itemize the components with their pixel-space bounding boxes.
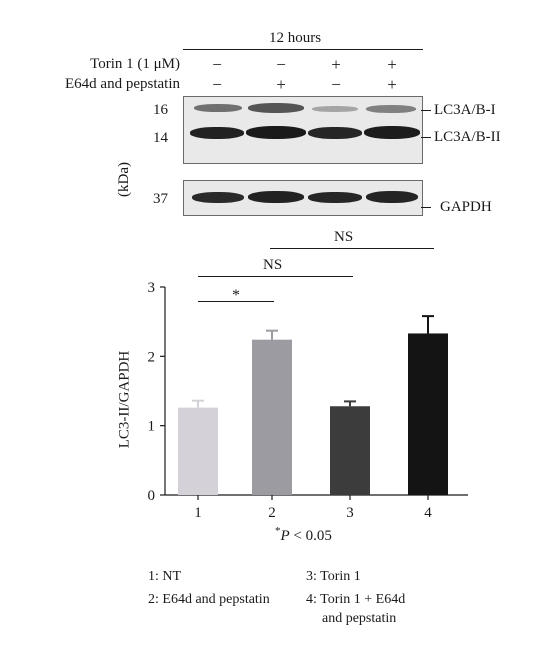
footnote-p: P: [280, 528, 290, 544]
legend-item-2: 2: E64d and pepstatin: [148, 592, 270, 607]
gapdh-band-lane2: [248, 191, 304, 203]
ns-label-1-vs-3: NS: [263, 257, 283, 273]
time-underline: [183, 49, 423, 50]
p-value-footnote: *P < 0.05: [275, 525, 332, 545]
lc3-ii-leader: [421, 137, 431, 138]
lc3-ii-band-lane2: [246, 126, 306, 139]
gapdh-leader: [421, 207, 431, 208]
ns-label-2-vs-4: NS: [334, 229, 354, 245]
torin-row-label: Torin 1 (1 μM): [90, 56, 180, 72]
y-axis-label: LC3-II/GAPDH: [116, 350, 133, 449]
lc3-ii-band-lane3: [308, 127, 362, 139]
torin-sign-lane3: +: [331, 55, 341, 74]
bar-4: [408, 333, 448, 495]
e64d-row-label: E64d and pepstatin: [65, 76, 180, 92]
e64d-sign-lane2: +: [276, 75, 286, 94]
y-tick-label-0: 0: [148, 488, 156, 504]
bracket-2-vs-4: [270, 248, 434, 249]
gapdh-blot-image: [183, 180, 423, 216]
legend-item-3: 3: Torin 1: [306, 569, 361, 584]
lc3-ii-band-lane1: [190, 127, 244, 139]
gapdh-band-lane4: [366, 191, 418, 203]
x-tick-label-3: 3: [346, 505, 354, 521]
bar-3: [330, 406, 370, 495]
legend-item-4-cont: and pepstatin: [322, 611, 397, 626]
star-label-1-vs-2: *: [232, 287, 240, 304]
e64d-sign-lane3: −: [331, 75, 341, 94]
lc3-i-label: LC3A/B-I: [434, 102, 496, 118]
x-tick-label-4: 4: [424, 505, 432, 521]
mw-marker-16: 16: [153, 102, 168, 118]
y-tick-label-1: 1: [148, 419, 156, 435]
y-tick-label-2: 2: [148, 349, 156, 365]
lc3-i-band-lane2: [248, 103, 304, 113]
bracket-1-vs-2: [198, 301, 274, 302]
torin-sign-lane1: −: [212, 55, 222, 74]
footnote-star: *: [275, 525, 281, 537]
x-tick-label-1: 1: [194, 505, 202, 521]
torin-sign-lane2: −: [276, 55, 286, 74]
torin-sign-lane4: +: [387, 55, 397, 74]
mw-marker-14: 14: [153, 130, 168, 146]
lc3-ii-label: LC3A/B-II: [434, 129, 501, 145]
time-label: 12 hours: [269, 30, 322, 46]
gapdh-band-lane1: [192, 192, 244, 203]
lc3-ii-band-lane4: [364, 126, 420, 139]
x-tick-label-2: 2: [268, 505, 276, 521]
lc3-i-band-lane4: [366, 105, 416, 113]
legend-item-1: 1: NT: [148, 569, 182, 584]
y-tick-label-3: 3: [148, 280, 156, 296]
footnote-rest: < 0.05: [289, 528, 332, 544]
lc3-blot-image: [183, 96, 423, 164]
e64d-sign-lane4: +: [387, 75, 397, 94]
e64d-sign-lane1: −: [212, 75, 222, 94]
lc3-i-leader: [421, 110, 431, 111]
gapdh-band-lane3: [308, 192, 362, 203]
legend-item-4: 4: Torin 1 + E64d: [306, 592, 406, 607]
lc3-i-band-lane3: [312, 106, 358, 112]
lc3-i-band-lane1: [194, 104, 242, 112]
bracket-1-vs-3: [198, 276, 353, 277]
gapdh-label: GAPDH: [440, 199, 492, 215]
bar-2: [252, 339, 292, 495]
mw-marker-37: 37: [153, 191, 168, 207]
bar-1: [178, 407, 218, 495]
